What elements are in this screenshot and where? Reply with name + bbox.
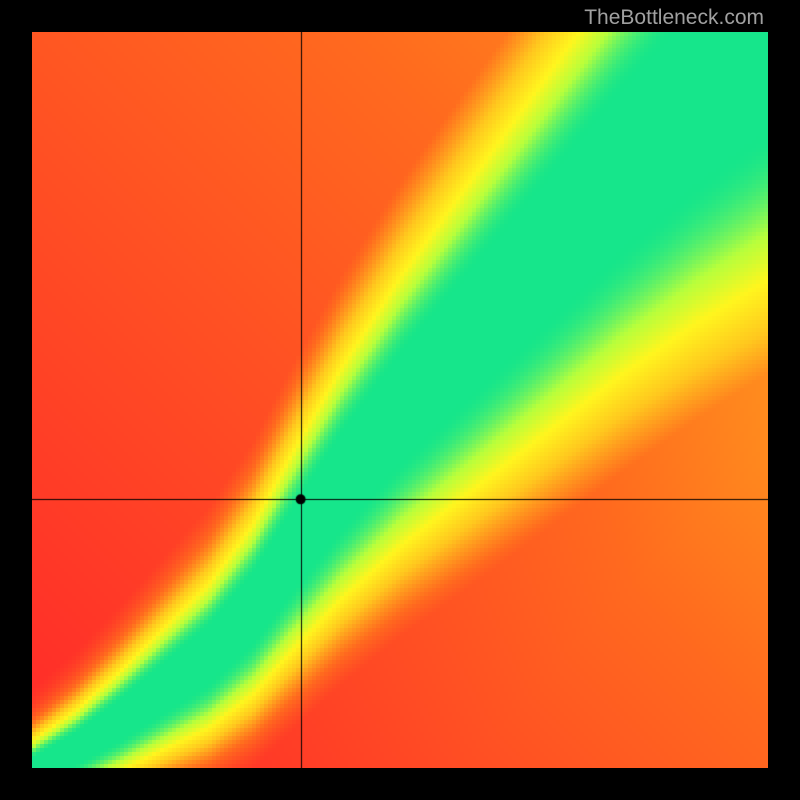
bottleneck-heatmap bbox=[32, 32, 768, 768]
chart-container: TheBottleneck.com bbox=[0, 0, 800, 800]
watermark-text: TheBottleneck.com bbox=[584, 6, 764, 30]
